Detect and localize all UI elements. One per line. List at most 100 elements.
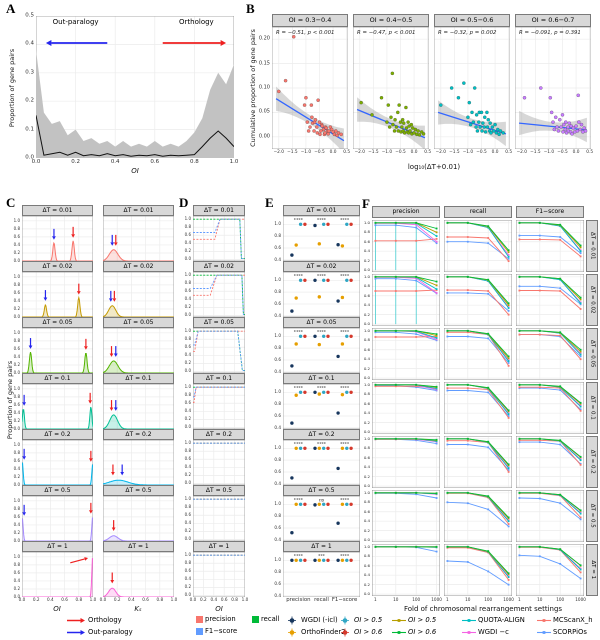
tick-label: 0.0	[13, 426, 20, 431]
tick-label: 0.8	[13, 337, 20, 343]
tick-label: 0.2	[13, 585, 20, 591]
tick-label: 0.6	[363, 562, 370, 568]
tick-label: 1.0	[229, 159, 239, 165]
tick-label: 1.0	[184, 440, 191, 446]
panel-letter-a: A	[6, 1, 16, 16]
tick-label: 0.2	[200, 597, 207, 602]
panel-f-cell	[372, 436, 440, 488]
legend-oi-gt-06: OI > 0.6	[338, 628, 382, 637]
facet-strip-c: ΔT = 0.05	[103, 317, 174, 328]
panel-d-lines	[193, 272, 245, 317]
tick-label: 0.2	[184, 416, 191, 422]
facet-strip-c: ΔT = 0.05	[22, 317, 93, 328]
panel-d-lines	[193, 328, 245, 373]
tick-label: 1.0	[184, 328, 191, 334]
legend-f-oi-05: OI > 0.5	[392, 616, 436, 625]
legend-quota-align: QUOTA-ALIGN	[462, 616, 525, 625]
tick-label: 0.4	[13, 353, 20, 359]
panel-d-lines	[193, 384, 245, 429]
tick-label: 0.6	[184, 344, 191, 350]
facet-strip-b: OI = 0.6−0.7	[515, 14, 591, 27]
tick-label: 1.0	[363, 435, 370, 441]
legend-oi-gt-05: OI > 0.5	[338, 616, 382, 625]
tick-label: 1	[518, 597, 521, 602]
orthology-arrow-icon	[66, 616, 86, 625]
facet-strip-e: ΔT = 0.01	[283, 205, 360, 216]
facet-strip-d: ΔT = 0.01	[193, 205, 245, 216]
scorpios-line-icon	[537, 628, 551, 637]
facet-strip-b: OI = 0.5−0.6	[434, 14, 510, 27]
svg-text:****: ****	[294, 553, 304, 559]
tick-label: 0.8	[75, 597, 83, 602]
tick-label: 1.0	[184, 552, 191, 558]
svg-text:****: ****	[294, 329, 304, 335]
tick-label: 0.4	[25, 40, 34, 47]
quota-align-line-icon	[462, 616, 476, 625]
tick-label: 0.4	[184, 520, 191, 526]
facet-strip-c: ΔT = 0.01	[22, 205, 93, 216]
facet-strip-e: ΔT = 0.05	[283, 317, 360, 328]
panel-letter-d: D	[179, 195, 189, 210]
tick-label: 0.4	[184, 576, 191, 582]
panel-e-dots: **** *** ****	[283, 552, 360, 597]
annotation-out-paralogy: Out-paralogy	[52, 17, 99, 26]
svg-text:****: ****	[317, 441, 327, 447]
tick-label: 0.6	[13, 289, 20, 295]
svg-text:****: ****	[294, 385, 304, 391]
tick-label: 100	[484, 597, 493, 602]
tick-label: 0.4	[47, 597, 54, 602]
panel-c-density	[22, 384, 93, 429]
tick-label: 0.0	[363, 537, 370, 543]
tick-label: 0.8	[13, 393, 20, 399]
tick-label: 1.0	[184, 496, 191, 502]
tick-label: 0.6	[13, 401, 20, 407]
tick-label: 0.5	[343, 150, 351, 155]
tick-label: 0.0	[184, 592, 191, 598]
tick-label: 1.0	[363, 273, 370, 279]
tick-label: 0.5	[424, 150, 432, 155]
facet-strip-c: ΔT = 0.5	[22, 485, 93, 496]
panel-f-cell	[444, 490, 512, 542]
svg-text:****: ****	[340, 497, 350, 503]
tick-label: 0.4	[13, 241, 20, 247]
tick-label: 0.4	[128, 597, 135, 602]
tick-label: 0.0	[184, 424, 191, 430]
panel-f-cell	[516, 544, 584, 596]
panel-f-row-strip: ΔT = 0.2	[586, 436, 598, 488]
tick-label: 0.0	[189, 597, 197, 602]
facet-strip-d: ΔT = 0.02	[193, 261, 245, 272]
svg-text:****: ****	[340, 329, 350, 335]
legend-out-paralogy: Out-paralogy	[66, 628, 133, 637]
tick-label: 0.8	[13, 225, 20, 231]
tick-label: 0.4	[363, 410, 370, 416]
panel-f-cell	[516, 382, 584, 434]
tick-label: −2.0	[273, 150, 284, 155]
tick-label: 0.0	[13, 370, 20, 375]
annotation-orthology: Orthology	[179, 17, 214, 26]
panel-f-cell	[444, 220, 512, 272]
tick-label: 0.0	[13, 482, 20, 487]
facet-strip-c: ΔT = 0.1	[22, 373, 93, 384]
tick-label: −1.5	[449, 150, 460, 155]
tick-label: 0.4	[13, 465, 20, 471]
panel-a-plot	[36, 16, 234, 158]
tick-label: 0.2	[13, 305, 20, 311]
tick-label: 0.8	[274, 569, 281, 575]
tick-label: 0.0	[572, 150, 580, 155]
facet-strip-d: ΔT = 0.05	[193, 317, 245, 328]
wgdi-c-line-icon	[462, 628, 476, 637]
panel-a-ylabel: Proportion of gene pairs	[8, 48, 16, 128]
tick-label: 0.2	[13, 361, 20, 367]
tick-label: 0.0	[25, 154, 34, 161]
panel-f-cell	[372, 382, 440, 434]
tick-label: 0.6	[363, 346, 370, 352]
tick-label: 0.4	[363, 356, 370, 362]
facet-strip-c: ΔT = 1	[103, 541, 174, 552]
tick-label: 0.0	[184, 256, 191, 262]
tick-label: 0.6	[13, 345, 20, 351]
facet-strip-c: ΔT = 0.01	[103, 205, 174, 216]
tick-label: 0.0	[18, 597, 26, 602]
legend-f1-score: F1−score	[196, 628, 237, 635]
tick-label: 0.20	[258, 35, 270, 42]
tick-label: 0.2	[13, 417, 20, 423]
